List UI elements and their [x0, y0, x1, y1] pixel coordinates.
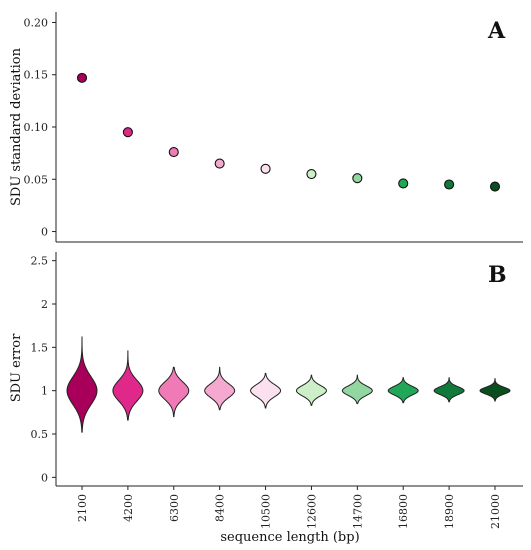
scatter-point-4200	[122, 127, 133, 138]
panel-b-y-tick-label: 1	[41, 385, 48, 398]
x-tick-label-18900: 18900	[443, 494, 456, 529]
scatter-point-2100	[76, 72, 88, 83]
violin-6300	[158, 366, 190, 418]
panel-a-y-tick-label: 0.20	[24, 16, 49, 29]
x-tick-label-10500: 10500	[260, 494, 273, 529]
panel-b: B SDU error sequence length (bp) 0 0.5 1 1.…	[9, 252, 523, 545]
scatter-point-21000	[489, 181, 501, 192]
violin-14700	[341, 374, 373, 405]
panel-a-label: A	[487, 18, 506, 44]
scatter-point-18900	[444, 179, 455, 190]
x-tick-label-6300: 6300	[168, 494, 181, 522]
violin-2100	[66, 336, 98, 433]
panel-b-violins	[66, 336, 511, 433]
panel-a-points	[76, 72, 501, 192]
panel-a-y-tick-label: 0.15	[24, 69, 49, 82]
panel-a: A SDU standard deviation 0 0.05 0.10 0.15 0.…	[9, 12, 523, 243]
x-tick-label-14700: 14700	[351, 494, 364, 529]
panel-b-label: B	[488, 262, 507, 288]
panel-a-y-tick-label: 0	[41, 226, 48, 239]
x-tick-label-8400: 8400	[214, 494, 227, 522]
x-tick-label-12600: 12600	[305, 494, 318, 529]
scatter-point-8400	[214, 158, 225, 169]
scatter-point-14700	[352, 173, 363, 184]
scatter-point-6300	[168, 147, 179, 158]
panel-a-y-ticks: 0 0.05 0.10 0.15 0.20	[24, 16, 56, 239]
x-tick-label-4200: 4200	[122, 494, 135, 522]
x-tick-label-16800: 16800	[397, 494, 410, 529]
scatter-point-12600	[306, 168, 317, 180]
violin-16800	[387, 377, 419, 404]
panel-a-y-tick-label: 0.10	[24, 121, 49, 134]
violin-4200	[112, 350, 144, 421]
x-ticks: 2100 4200 6300 8400 10500 12600 14700 16800 1890…	[76, 486, 502, 529]
violin-10500	[250, 372, 282, 409]
scatter-point-10500	[260, 163, 271, 174]
violin-12600	[295, 374, 327, 406]
x-tick-label-21000: 21000	[489, 494, 502, 529]
panel-b-y-tick-label: 1.5	[31, 341, 49, 354]
violin-8400	[204, 366, 236, 411]
x-tick-label-2100: 2100	[76, 494, 89, 522]
panel-b-y-tick-label: 2	[41, 298, 48, 311]
panel-b-y-ticks: 0 0.5 1 1.5 2 2.5	[31, 255, 56, 484]
scatter-point-16800	[398, 178, 409, 189]
panel-b-y-tick-label: 0	[41, 471, 48, 484]
panel-a-y-axis-title: SDU standard deviation	[9, 47, 24, 206]
panel-a-y-tick-label: 0.05	[24, 173, 49, 186]
x-axis-title: sequence length (bp)	[220, 530, 359, 545]
violin-21000	[479, 378, 511, 402]
panel-b-y-tick-label: 0.5	[31, 428, 49, 441]
panel-b-y-axis-title: SDU error	[9, 333, 24, 402]
panel-b-y-tick-label: 2.5	[31, 255, 49, 268]
violin-18900	[433, 377, 465, 403]
